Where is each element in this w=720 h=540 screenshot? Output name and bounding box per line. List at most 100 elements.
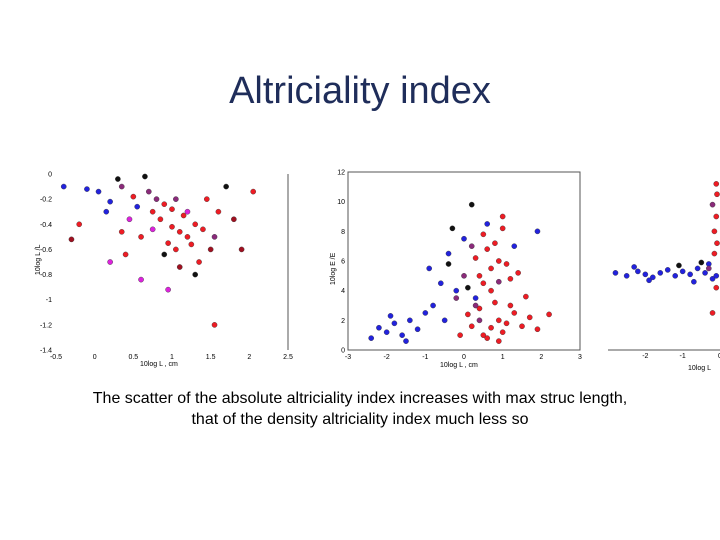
point-layer [60,173,256,328]
data-point [180,212,187,219]
data-point [484,246,491,252]
x-tick-label: 1.5 [206,354,216,361]
data-point [472,302,479,309]
data-point [631,264,637,270]
caption-line-1: The scatter of the absolute altriciality… [92,390,628,407]
data-point [84,186,90,192]
data-point [161,251,168,258]
data-point [480,332,487,338]
data-point [211,322,218,328]
x-tick-label: -1 [680,353,686,360]
data-point [449,225,456,232]
data-point [453,287,460,294]
y-tick-label: 4 [341,288,345,295]
data-point [713,273,720,279]
data-point [503,320,510,327]
plot-area-frame [347,171,581,351]
data-point [407,317,413,324]
data-point [184,234,191,240]
data-point [711,228,718,235]
data-point [488,265,494,272]
data-point [238,246,245,253]
y-tick-label: 8 [341,229,345,236]
data-point [149,208,156,215]
data-point [713,181,720,187]
data-point [145,188,152,195]
x-tick-label: -2 [642,353,648,360]
data-point [426,265,433,272]
data-point [184,208,191,215]
data-point [495,317,502,324]
data-point [399,332,405,338]
data-point [664,267,671,273]
data-point [492,240,498,246]
data-point [642,271,649,278]
data-point [511,243,518,249]
y-axis-label: 10log L /L [35,244,42,275]
data-point [169,224,175,230]
y-tick-label: 10 [337,199,345,206]
data-point [76,221,82,228]
plot-area [56,174,288,362]
data-point [635,268,641,275]
data-point [138,276,144,283]
point-layer [368,201,552,344]
data-point [211,234,218,240]
data-point [403,338,409,344]
data-point [169,206,175,213]
data-point [461,235,467,242]
data-point [650,274,656,281]
slide-caption: The scatter of the absolute altriciality… [20,388,700,430]
data-point [414,326,421,333]
data-point [468,243,475,249]
data-point [476,317,483,324]
data-point [115,176,121,182]
data-point [445,261,452,267]
x-tick-label: 0 [718,353,720,360]
data-point [118,183,125,190]
data-point [376,324,382,331]
data-point [445,250,452,257]
y-tick-label: 6 [341,259,345,266]
data-point [430,302,436,309]
data-point [519,323,525,330]
data-point [103,208,110,215]
data-point [468,323,475,330]
data-point [507,302,514,309]
data-point [465,284,471,291]
data-point [176,264,183,270]
x-tick-label: -3 [345,354,351,361]
data-point [526,314,533,321]
x-axis-label: 10log L [688,365,711,372]
data-point [546,311,552,318]
data-point [157,216,164,223]
data-point [200,226,206,233]
chart-panel-3: -2 -1 0 10log L [608,181,720,372]
x-tick-label: -2 [384,354,390,361]
data-point [702,270,708,276]
data-point [95,188,102,195]
data-point [130,193,137,200]
data-point [499,225,506,232]
data-point [207,246,214,253]
data-point [118,229,125,235]
data-point [368,335,375,341]
data-point [387,313,394,319]
data-point [709,276,716,282]
x-tick-label: 0 [462,354,466,361]
data-point [672,273,679,279]
y-axis-label: 10log E /E [330,252,337,285]
x-tick-label: 2.5 [283,354,293,361]
x-tick-label: -0.5 [50,354,62,361]
data-point [68,236,75,243]
data-point [173,196,179,202]
y-tick-label: 0 [341,348,345,355]
data-point [488,287,494,294]
data-point [495,278,502,285]
data-point [122,251,129,258]
data-point [149,226,156,233]
data-point [453,295,460,301]
data-point [484,221,491,227]
data-point [165,286,171,293]
